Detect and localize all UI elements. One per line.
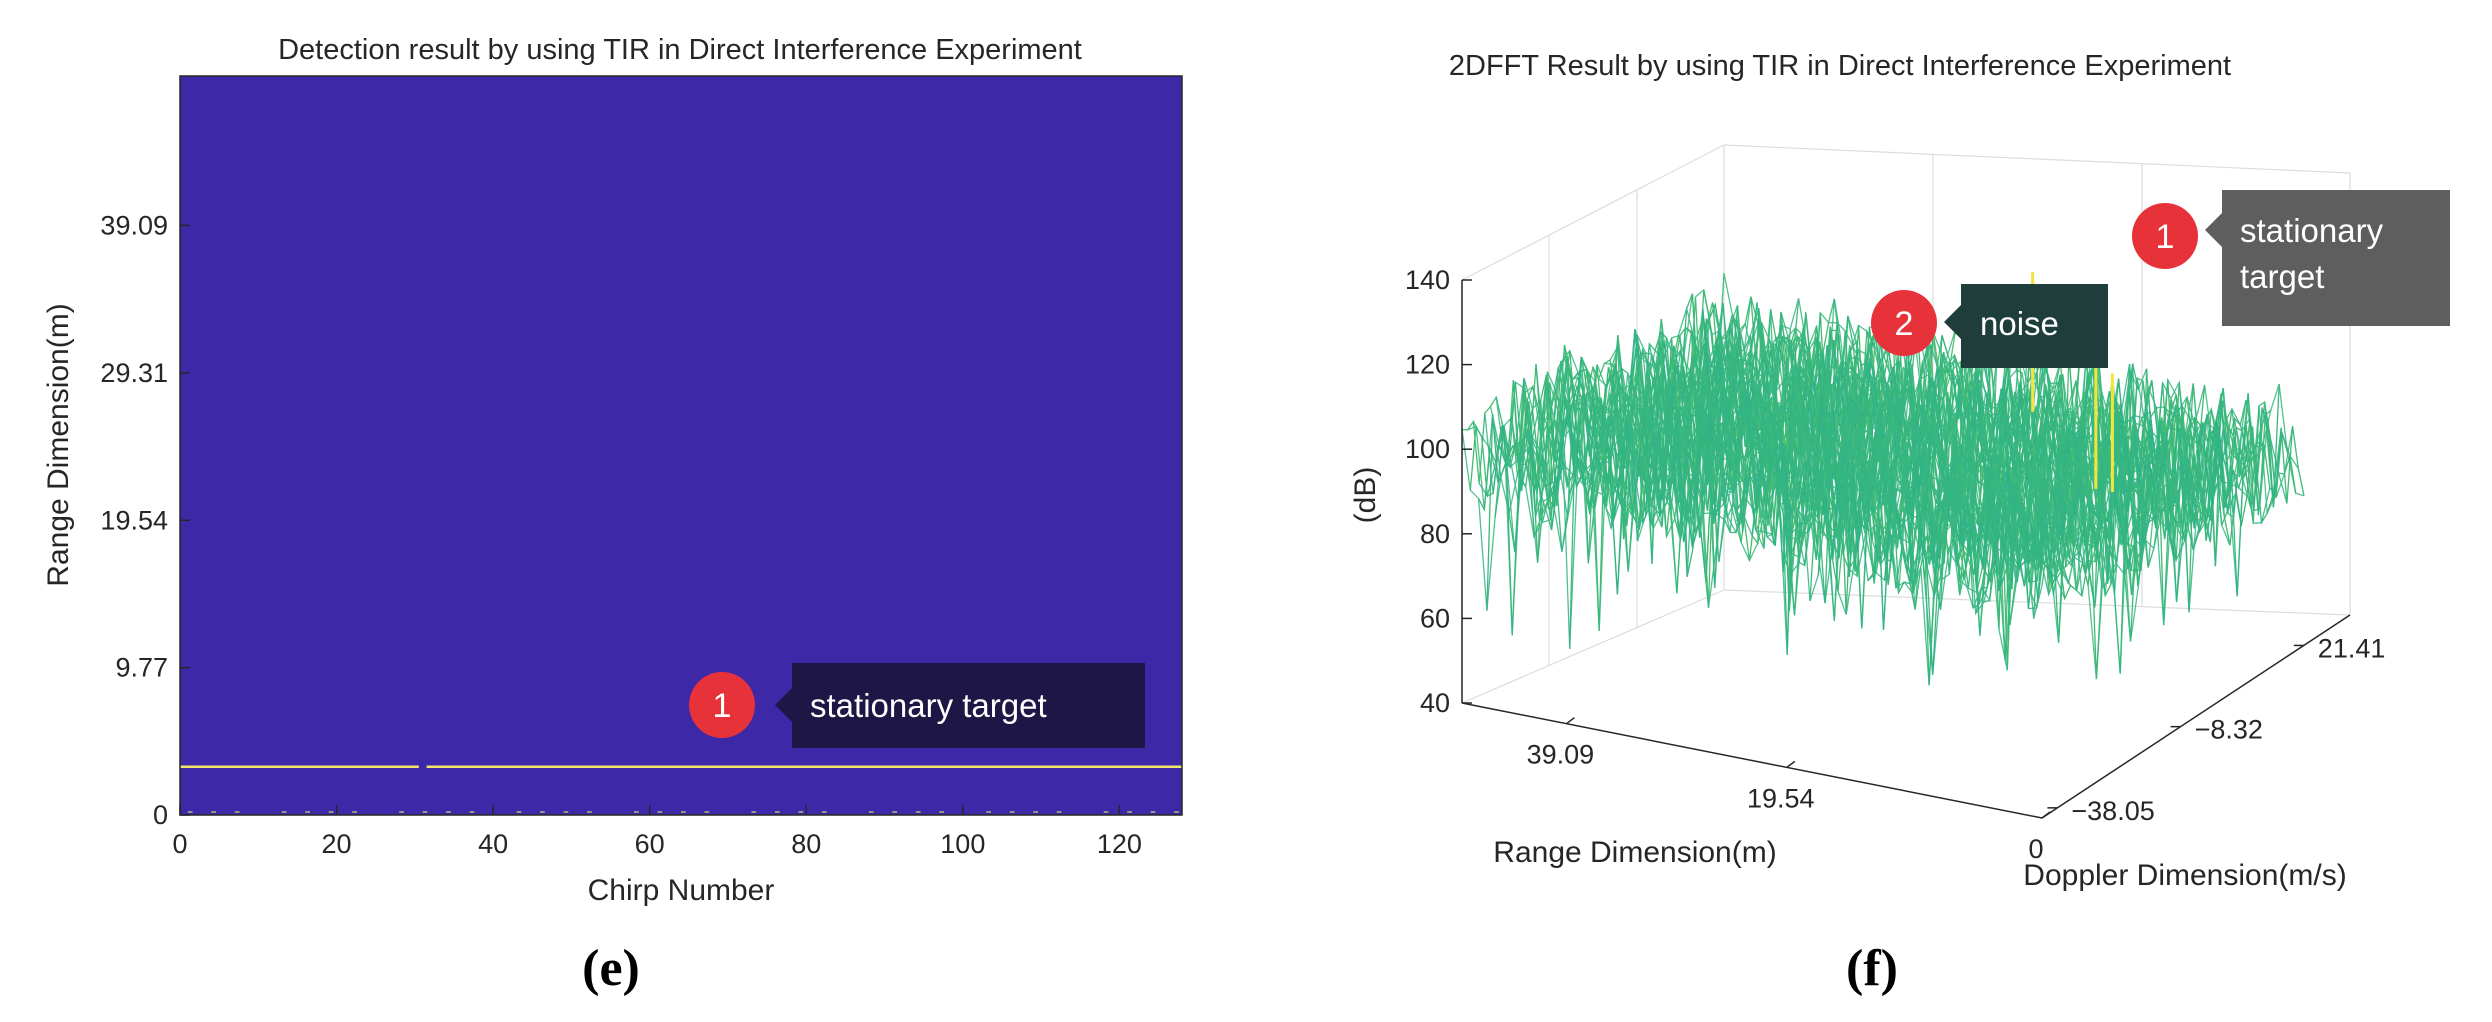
surface-mesh-line xyxy=(1467,414,2049,610)
callout-box-e xyxy=(775,663,1145,748)
range-tick-mark xyxy=(1786,760,1796,769)
z-tick-label: 60 xyxy=(1420,603,1450,633)
callout-text-f1-line2: target xyxy=(2240,258,2324,295)
range-axis-line xyxy=(1461,702,2043,819)
y-tick-label: 19.54 xyxy=(100,505,168,535)
z-tick-label: 40 xyxy=(1420,688,1450,718)
detection-lines xyxy=(180,765,1182,813)
badge-2-f xyxy=(1871,290,1937,356)
panel-label-f: (f) xyxy=(1846,940,1898,997)
x-tick-label: 120 xyxy=(1097,829,1142,859)
badge-1-e xyxy=(689,672,755,738)
annotation-noise-f: 2 noise xyxy=(1871,284,2108,368)
z-tick-label: 140 xyxy=(1405,265,1450,295)
surface-mesh-line xyxy=(1700,272,2282,522)
annotation-stationary-target-f: 1 stationary target xyxy=(2132,190,2450,326)
doppler-axis-label-f: Doppler Dimension(m/s) xyxy=(2023,859,2346,892)
annotation-stationary-target-e: 1 stationary target xyxy=(689,663,1145,748)
chart-title-f: 2DFFT Result by using TIR in Direct Inte… xyxy=(1449,50,2231,82)
range-tick-label: 39.09 xyxy=(1527,740,1595,770)
x-tick-label: 100 xyxy=(940,829,985,859)
range-tick-label: 19.54 xyxy=(1747,783,1815,813)
x-ticks-e: 0 20 40 60 80 100 120 xyxy=(172,805,1142,859)
z-ticks-f: 40 60 80 100 120 140 xyxy=(1405,265,1472,718)
surface-mesh-line xyxy=(1461,415,2043,649)
box-edge xyxy=(1461,144,1725,281)
range-ticks-f: 39.09 19.54 0 xyxy=(1527,717,2051,864)
surface-mesh-line xyxy=(1478,401,2060,636)
y-tick-label: 0 xyxy=(153,800,168,830)
y-tick-label: 29.31 xyxy=(100,358,168,388)
z-tick-label: 100 xyxy=(1405,434,1450,464)
callout-text-e: stationary target xyxy=(810,687,1047,724)
x-tick-label: 80 xyxy=(791,829,821,859)
panel-f-surface: 2DFFT Result by using TIR in Direct Inte… xyxy=(1349,50,2450,997)
badge-1-f-label: 1 xyxy=(2156,218,2175,256)
doppler-tick-label: 21.41 xyxy=(2318,633,2386,663)
plot-frame-e xyxy=(179,75,1183,816)
y-axis-label-e: Range Dimension(m) xyxy=(42,303,75,586)
y-tick-label: 39.09 xyxy=(100,210,168,240)
box-edge xyxy=(1723,144,2351,174)
callout-text-f1-line1: stationary xyxy=(2240,212,2384,249)
x-tick-label: 20 xyxy=(322,829,352,859)
surface-mesh-line xyxy=(1586,353,2168,587)
x-axis-label-e: Chirp Number xyxy=(588,874,775,907)
doppler-tick-label: −8.32 xyxy=(2195,715,2263,745)
panel-e-heatmap: Detection result by using TIR in Direct … xyxy=(42,34,1183,997)
callout-text-f2: noise xyxy=(1980,305,2059,342)
x-tick-label: 0 xyxy=(172,829,187,859)
doppler-ticks-f: 21.41 −8.32 −38.05 xyxy=(2047,633,2386,826)
z-axis-label-f: (dB) xyxy=(1349,467,1382,524)
badge-1-f xyxy=(2132,203,2198,269)
doppler-tick-label: −38.05 xyxy=(2071,796,2154,826)
x-tick-label: 60 xyxy=(635,829,665,859)
callout-box-f1 xyxy=(2205,190,2450,326)
surface-mesh-line xyxy=(1689,303,2271,541)
y-ticks-e: 0 9.77 19.54 29.31 39.09 xyxy=(100,210,190,830)
axes-f xyxy=(1461,280,2351,819)
z-tick-label: 80 xyxy=(1420,519,1450,549)
x-tick-label: 40 xyxy=(478,829,508,859)
callout-box-f2 xyxy=(1944,284,2108,368)
range-tick-mark xyxy=(2041,811,2051,819)
surface-mesh-line xyxy=(1472,421,2055,686)
z-tick-label: 120 xyxy=(1405,350,1450,380)
box-edge xyxy=(1461,589,1725,704)
doppler-axis-line xyxy=(2041,614,2351,819)
surface-mesh-line xyxy=(1484,413,2066,610)
badge-2-f-label: 2 xyxy=(1895,305,1914,343)
range-axis-label-f: Range Dimension(m) xyxy=(1493,836,1776,869)
range-tick-label: 0 xyxy=(2028,834,2043,864)
range-tick-mark xyxy=(1565,717,1575,725)
badge-1-e-label: 1 xyxy=(713,687,732,725)
y-tick-label: 9.77 xyxy=(115,653,168,683)
panel-label-e: (e) xyxy=(582,940,640,997)
chart-title-e: Detection result by using TIR in Direct … xyxy=(278,34,1082,66)
axes-e xyxy=(179,75,1183,816)
